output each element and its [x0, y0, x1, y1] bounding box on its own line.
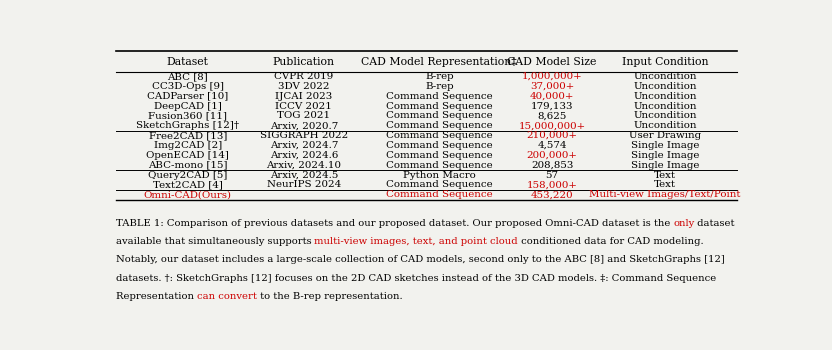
Text: 4,574: 4,574: [537, 141, 567, 150]
Text: Arxiv, 2024.7: Arxiv, 2024.7: [270, 141, 338, 150]
Text: User Drawing: User Drawing: [629, 131, 701, 140]
Text: 15,000,000+: 15,000,000+: [518, 121, 586, 130]
Text: Command Sequence: Command Sequence: [386, 121, 493, 130]
Text: to the B-rep representation.: to the B-rep representation.: [256, 292, 402, 301]
Text: Text: Text: [654, 180, 676, 189]
Text: 208,853: 208,853: [531, 161, 573, 170]
Text: IJCAI 2023: IJCAI 2023: [275, 92, 333, 101]
Text: Dataset: Dataset: [167, 57, 209, 66]
Text: 37,000+: 37,000+: [530, 82, 574, 91]
Text: 3DV 2022: 3DV 2022: [278, 82, 329, 91]
Text: Command Sequence: Command Sequence: [386, 92, 493, 101]
Text: Uncondition: Uncondition: [633, 82, 696, 91]
Text: Command Sequence: Command Sequence: [386, 111, 493, 120]
Text: Omni-CAD(Ours): Omni-CAD(Ours): [144, 190, 232, 199]
Text: Arxiv, 2024.6: Arxiv, 2024.6: [270, 151, 338, 160]
Text: Uncondition: Uncondition: [633, 92, 696, 101]
Text: Uncondition: Uncondition: [633, 111, 696, 120]
Text: available that simultaneously supports: available that simultaneously supports: [116, 237, 314, 246]
Text: Img2CAD [2]: Img2CAD [2]: [154, 141, 222, 150]
Text: Input Condition: Input Condition: [622, 57, 708, 66]
Text: TABLE 1: Comparison of previous datasets and our proposed dataset. Our proposed : TABLE 1: Comparison of previous datasets…: [116, 218, 673, 228]
Text: Notably, our dataset includes a large-scale collection of CAD models, second onl: Notably, our dataset includes a large-sc…: [116, 255, 725, 264]
Text: CAD Model Size: CAD Model Size: [508, 57, 597, 66]
Text: CAD Model Representation‡: CAD Model Representation‡: [361, 57, 518, 66]
Text: Uncondition: Uncondition: [633, 72, 696, 81]
Text: Command Sequence: Command Sequence: [386, 141, 493, 150]
Text: 1,000,000+: 1,000,000+: [522, 72, 582, 81]
Text: NeurIPS 2024: NeurIPS 2024: [267, 180, 341, 189]
Text: 453,220: 453,220: [531, 190, 573, 199]
Text: multi-view images, text, and point cloud: multi-view images, text, and point cloud: [314, 237, 518, 246]
Text: Arxiv, 2020.7: Arxiv, 2020.7: [270, 121, 338, 130]
Text: Uncondition: Uncondition: [633, 121, 696, 130]
Text: ABC-mono [15]: ABC-mono [15]: [148, 161, 228, 170]
Text: can convert: can convert: [196, 292, 256, 301]
Text: 8,625: 8,625: [537, 111, 567, 120]
Text: Free2CAD [13]: Free2CAD [13]: [149, 131, 227, 140]
Text: Single Image: Single Image: [631, 151, 699, 160]
Text: Command Sequence: Command Sequence: [386, 151, 493, 160]
Text: Command Sequence: Command Sequence: [386, 161, 493, 170]
Text: datasets. †: SketchGraphs [12] focuses on the 2D CAD sketches instead of the 3D : datasets. †: SketchGraphs [12] focuses o…: [116, 273, 716, 282]
Text: Representation: Representation: [116, 292, 196, 301]
Text: CVPR 2019: CVPR 2019: [275, 72, 334, 81]
Text: SketchGraphs [12]†: SketchGraphs [12]†: [136, 121, 240, 130]
Text: Uncondition: Uncondition: [633, 102, 696, 111]
Text: TOG 2021: TOG 2021: [277, 111, 330, 120]
Text: SIGGRAPH 2022: SIGGRAPH 2022: [260, 131, 348, 140]
Text: 179,133: 179,133: [531, 102, 573, 111]
Text: Text: Text: [654, 170, 676, 180]
Text: Fusion360 [11]: Fusion360 [11]: [148, 111, 227, 120]
Text: Single Image: Single Image: [631, 161, 699, 170]
Text: DeepCAD [1]: DeepCAD [1]: [154, 102, 222, 111]
Text: 210,000+: 210,000+: [527, 131, 577, 140]
Text: Arxiv, 2024.10: Arxiv, 2024.10: [266, 161, 341, 170]
Text: Publication: Publication: [273, 57, 335, 66]
Text: B-rep: B-rep: [425, 72, 453, 81]
Text: only: only: [673, 218, 695, 228]
Text: 40,000+: 40,000+: [530, 92, 574, 101]
Text: 200,000+: 200,000+: [527, 151, 577, 160]
Text: 57: 57: [546, 170, 558, 180]
Text: CADParser [10]: CADParser [10]: [147, 92, 229, 101]
Text: Command Sequence: Command Sequence: [386, 190, 493, 199]
Text: Python Macro: Python Macro: [403, 170, 476, 180]
Text: B-rep: B-rep: [425, 82, 453, 91]
Text: Text2CAD [4]: Text2CAD [4]: [153, 180, 223, 189]
Text: Command Sequence: Command Sequence: [386, 180, 493, 189]
Text: Command Sequence: Command Sequence: [386, 131, 493, 140]
Text: CC3D-Ops [9]: CC3D-Ops [9]: [151, 82, 224, 91]
Text: Arxiv, 2024.5: Arxiv, 2024.5: [270, 170, 338, 180]
Text: OpenECAD [14]: OpenECAD [14]: [146, 151, 230, 160]
Text: conditioned data for CAD modeling.: conditioned data for CAD modeling.: [518, 237, 704, 246]
Text: Query2CAD [5]: Query2CAD [5]: [148, 170, 227, 180]
Text: ABC [8]: ABC [8]: [167, 72, 208, 81]
Text: Multi-view Images/Text/Point: Multi-view Images/Text/Point: [589, 190, 740, 199]
Text: 158,000+: 158,000+: [527, 180, 577, 189]
Text: Single Image: Single Image: [631, 141, 699, 150]
Text: Command Sequence: Command Sequence: [386, 102, 493, 111]
Text: ICCV 2021: ICCV 2021: [275, 102, 332, 111]
Text: dataset: dataset: [695, 218, 735, 228]
